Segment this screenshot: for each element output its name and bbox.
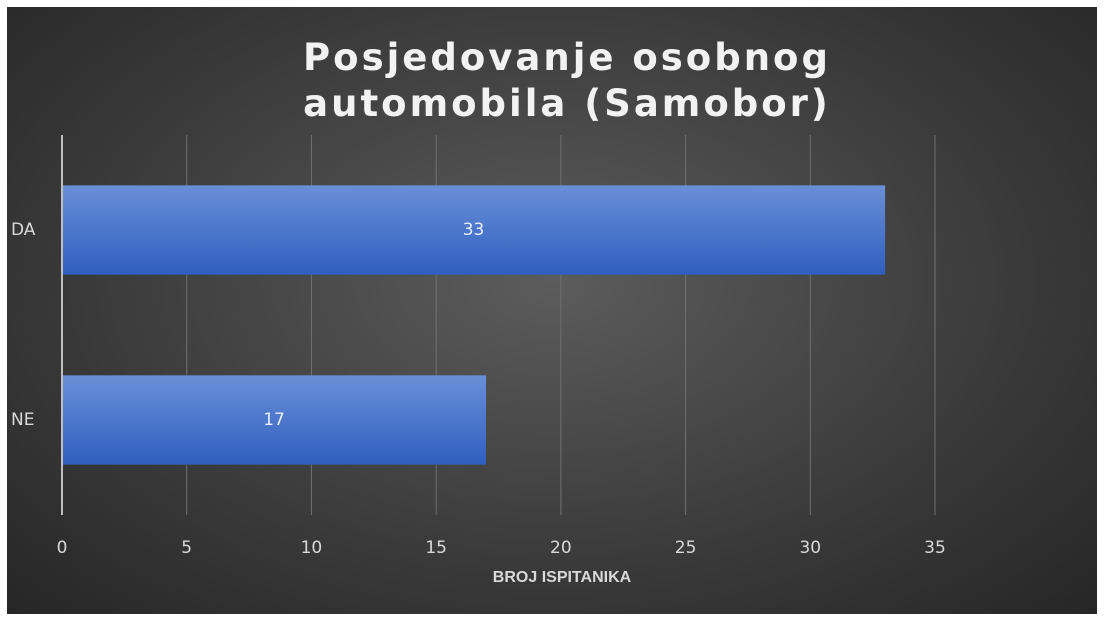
data-label: 17 <box>263 410 285 430</box>
y-tick-label: DA <box>11 220 36 240</box>
x-tick-label: 15 <box>425 538 447 558</box>
x-axis-label: BROJ ISPITANIKA <box>493 569 632 586</box>
x-tick-label: 0 <box>57 538 68 558</box>
x-tick-label: 10 <box>301 538 323 558</box>
x-tick-label: 20 <box>550 538 572 558</box>
chart-area: BROJ ISPITANIKA 0 5 10 15 20 25 30 35 DA 33 NE 17 P… <box>7 7 1097 614</box>
y-tick-label: NE <box>11 410 34 430</box>
chart-title: Posjedovanje osobnog automobila (Samobor… <box>303 36 831 125</box>
x-tick-label: 35 <box>924 538 946 558</box>
bar <box>62 185 886 275</box>
x-tick-label: 5 <box>181 538 192 558</box>
bar <box>62 375 487 465</box>
x-tick-label: 30 <box>799 538 821 558</box>
data-label: 33 <box>463 220 485 240</box>
chart: BROJ ISPITANIKA 0 5 10 15 20 25 30 35 DA 33 NE 17 <box>11 135 946 586</box>
x-tick-label: 25 <box>675 538 697 558</box>
